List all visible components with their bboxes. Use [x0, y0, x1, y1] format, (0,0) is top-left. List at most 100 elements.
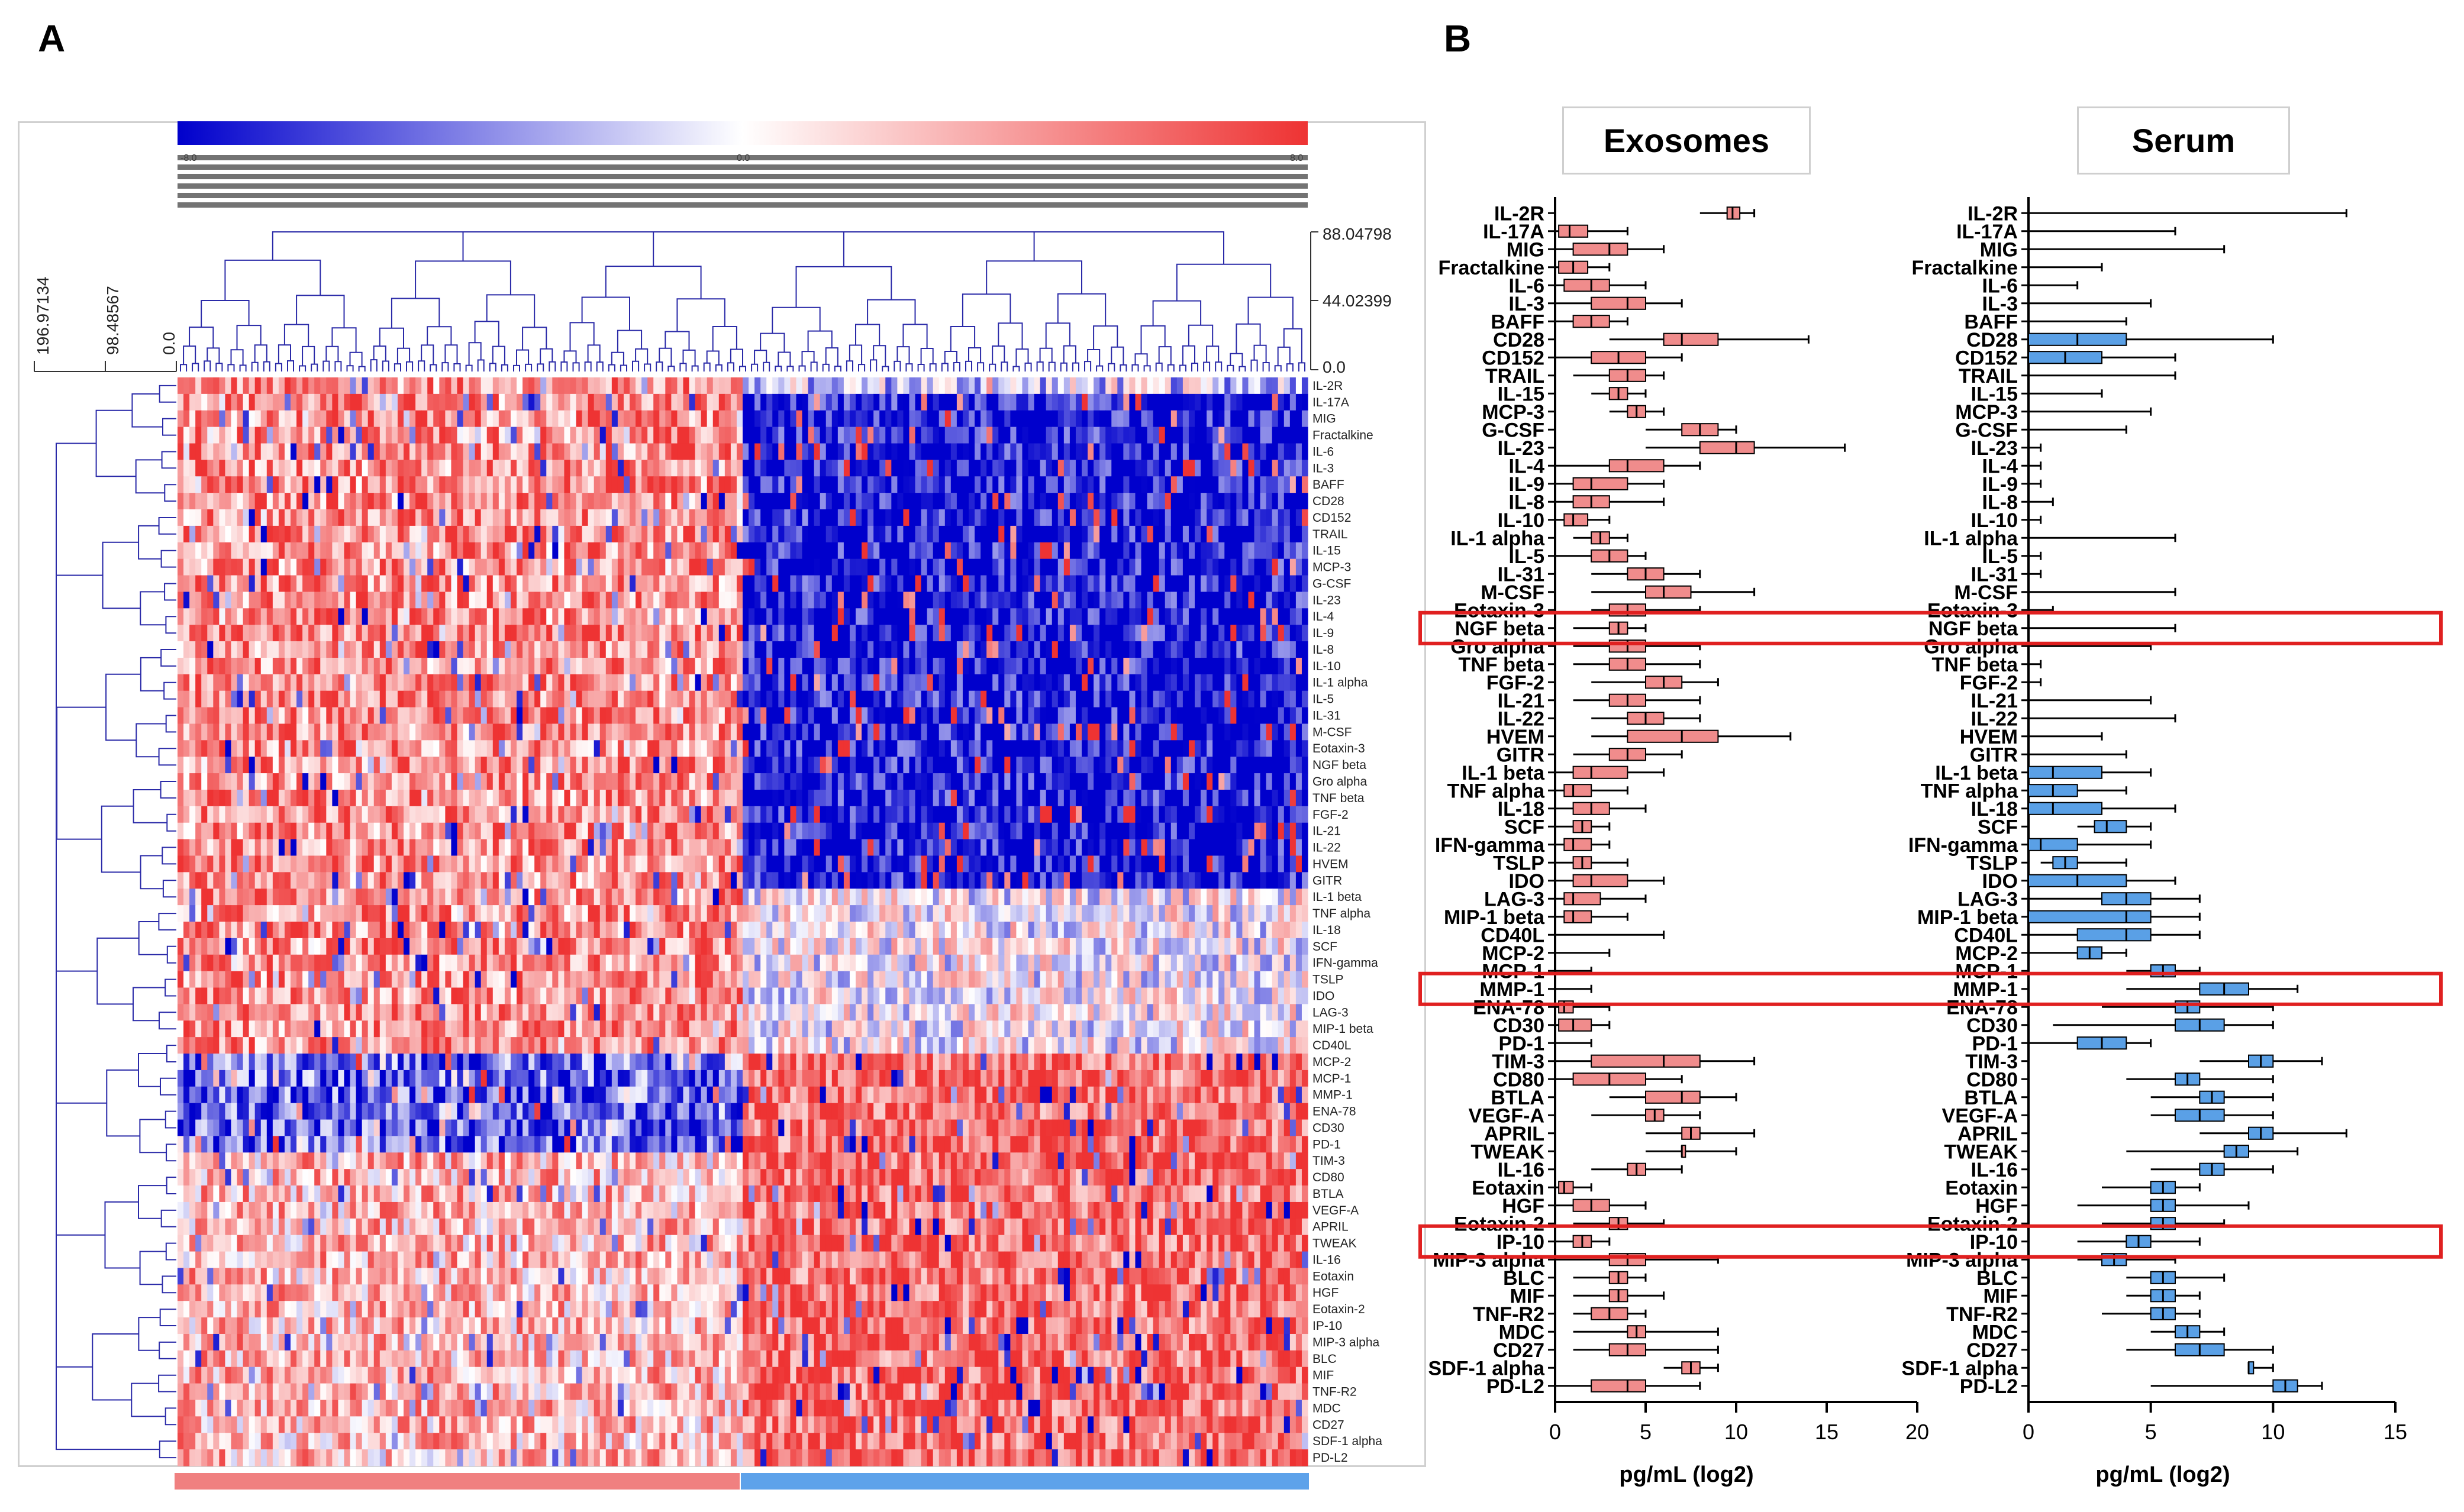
heatmap-cell: [1040, 690, 1047, 708]
dendrogram-branch: [468, 342, 482, 366]
heatmap-cell: [254, 460, 262, 477]
heatmap-cell: [1176, 460, 1183, 477]
heatmap-cell: [1254, 476, 1261, 493]
heatmap-cell: [707, 690, 714, 708]
heatmap-cell: [825, 542, 833, 560]
heatmap-cell: [1069, 690, 1076, 708]
heatmap-cell: [373, 625, 380, 642]
heatmap-cell: [1010, 757, 1017, 774]
heatmap-cell: [445, 393, 452, 411]
heatmap-cell: [427, 476, 434, 493]
heatmap-cell: [605, 641, 612, 658]
heatmap-cell: [802, 657, 809, 675]
heatmap-cell: [379, 723, 386, 741]
heatmap-cell: [540, 641, 547, 658]
heatmap-cell: [510, 476, 517, 493]
heatmap-cell: [760, 493, 767, 510]
heatmap-cell: [1195, 509, 1201, 526]
heatmap-cell: [362, 757, 369, 774]
dendrogram-branch: [162, 847, 176, 865]
heatmap-cell: [885, 525, 892, 543]
heatmap-cell: [701, 509, 708, 526]
heatmap-cell: [1289, 410, 1296, 428]
heatmap-cell: [1063, 558, 1070, 576]
heatmap-cell: [397, 542, 404, 560]
heatmap-cell: [730, 443, 737, 460]
heatmap-cell: [1052, 641, 1059, 658]
heatmap-cell: [712, 393, 720, 411]
heatmap-cell: [183, 707, 190, 725]
heatmap-cell: [1063, 542, 1070, 560]
heatmap-cell: [653, 657, 660, 675]
heatmap-cell: [885, 443, 892, 460]
heatmap-cell: [778, 723, 785, 741]
heatmap-cell: [385, 509, 392, 526]
heatmap-cell: [1088, 657, 1094, 675]
heatmap-cell: [189, 542, 196, 560]
heatmap-cell: [350, 773, 357, 790]
heatmap-cell: [178, 542, 184, 560]
heatmap-cell: [1046, 542, 1053, 560]
heatmap-cell: [843, 377, 850, 395]
heatmap-cell: [885, 377, 892, 395]
heatmap-cell: [558, 476, 565, 493]
heatmap-cell: [1016, 460, 1023, 477]
heatmap-cell: [915, 757, 922, 774]
heatmap-cell: [439, 377, 446, 395]
heatmap-cell: [605, 575, 612, 593]
heatmap-cell: [1088, 460, 1094, 477]
heatmap-cell: [1153, 707, 1160, 725]
heatmap-cell: [338, 542, 345, 560]
heatmap-cell: [1088, 723, 1094, 741]
heatmap-cell: [938, 542, 946, 560]
heatmap-cell: [1159, 558, 1166, 576]
heatmap-cell: [677, 377, 684, 395]
heatmap-cell: [689, 476, 696, 493]
heatmap-cell: [207, 443, 214, 460]
dendrogram-branch: [1227, 364, 1234, 371]
heatmap-cell: [272, 690, 279, 708]
heatmap-cell: [1230, 493, 1237, 510]
heatmap-cell: [291, 592, 297, 609]
heatmap-cell: [975, 427, 981, 444]
heatmap-cell: [998, 773, 1005, 790]
heatmap-cell: [504, 740, 511, 757]
heatmap-cell: [1182, 641, 1189, 658]
heatmap-cell: [1272, 608, 1279, 625]
heatmap-cell: [391, 460, 398, 477]
heatmap-cell: [1159, 410, 1166, 428]
heatmap-cell: [219, 575, 226, 593]
heatmap-cell: [546, 443, 553, 460]
heatmap-cell: [1135, 410, 1142, 428]
heatmap-cell: [605, 443, 612, 460]
heatmap-cell: [296, 592, 303, 609]
heatmap-cell: [891, 460, 898, 477]
heatmap-cell: [1248, 509, 1255, 526]
heatmap-cell: [1260, 525, 1267, 543]
heatmap-cell: [243, 542, 250, 560]
heatmap-cell: [404, 575, 410, 593]
dendrogram-branch: [1036, 361, 1044, 371]
heatmap-cell: [231, 427, 238, 444]
heatmap-cell: [225, 723, 232, 741]
heatmap-cell: [510, 443, 517, 460]
heatmap-cell: [207, 773, 214, 790]
heatmap-cell: [260, 443, 267, 460]
heatmap-cell: [707, 443, 714, 460]
heatmap-cell: [266, 460, 273, 477]
heatmap-cell: [1260, 443, 1267, 460]
heatmap-cell: [641, 592, 648, 609]
heatmap-cell: [427, 674, 434, 692]
heatmap-cell: [415, 723, 422, 741]
dendrogram-branch: [162, 1275, 176, 1294]
heatmap-cell: [659, 625, 666, 642]
heatmap-cell: [683, 575, 690, 593]
heatmap-cell: [1153, 674, 1160, 692]
heatmap-cell: [1069, 625, 1076, 642]
heatmap-cell: [379, 575, 386, 593]
heatmap-cell: [338, 707, 345, 725]
heatmap-cell: [528, 525, 535, 543]
heatmap-cell: [308, 509, 315, 526]
heatmap-cell: [1212, 575, 1219, 593]
heatmap-cell: [623, 427, 630, 444]
